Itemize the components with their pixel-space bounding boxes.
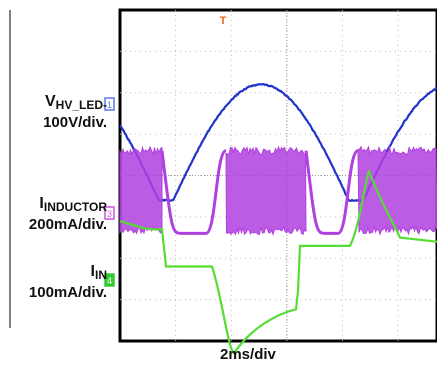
- vhv-led-label: VHV_LED- 100V/div.: [43, 93, 107, 131]
- ground-marker-label: 4: [107, 276, 112, 286]
- input-current-label: IIN 100mA/div.: [29, 263, 107, 301]
- ground-marker-label: 1: [107, 100, 112, 110]
- inductor-current-label: IINDUCTOR 200mA/div.: [29, 195, 107, 233]
- input-current-scale: 100mA/div.: [29, 284, 107, 301]
- inductor-current-burst: [120, 147, 162, 233]
- time-scale-label: 2ms/div: [220, 346, 276, 363]
- inductor-current-burst: [226, 147, 306, 234]
- inductor-current-scale: 200mA/div.: [29, 216, 107, 233]
- trigger-marker: T: [220, 15, 227, 27]
- ground-marker-label: 3: [107, 209, 112, 219]
- inductor-current-burst: [358, 147, 437, 235]
- vhv-led-scale: 100V/div.: [43, 114, 107, 131]
